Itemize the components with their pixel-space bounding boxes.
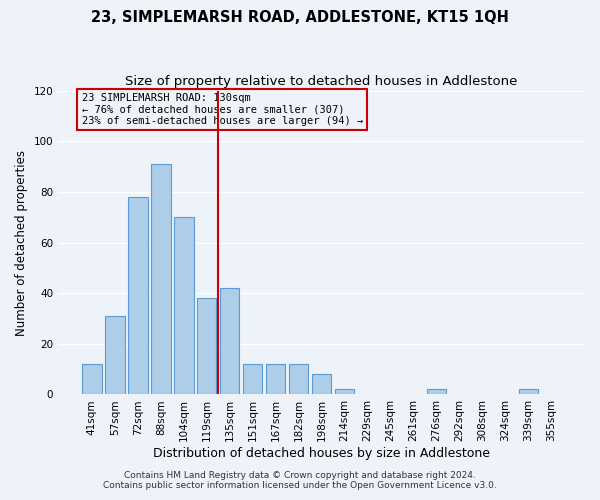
Bar xyxy=(243,364,262,394)
Bar xyxy=(220,288,239,395)
Bar xyxy=(151,164,170,394)
Text: Contains HM Land Registry data © Crown copyright and database right 2024.
Contai: Contains HM Land Registry data © Crown c… xyxy=(103,470,497,490)
X-axis label: Distribution of detached houses by size in Addlestone: Distribution of detached houses by size … xyxy=(153,447,490,460)
Bar xyxy=(82,364,101,394)
Text: 23, SIMPLEMARSH ROAD, ADDLESTONE, KT15 1QH: 23, SIMPLEMARSH ROAD, ADDLESTONE, KT15 1… xyxy=(91,10,509,25)
Y-axis label: Number of detached properties: Number of detached properties xyxy=(15,150,28,336)
Bar xyxy=(174,217,194,394)
Text: 23 SIMPLEMARSH ROAD: 130sqm
← 76% of detached houses are smaller (307)
23% of se: 23 SIMPLEMARSH ROAD: 130sqm ← 76% of det… xyxy=(82,93,363,126)
Bar xyxy=(312,374,331,394)
Bar xyxy=(289,364,308,394)
Title: Size of property relative to detached houses in Addlestone: Size of property relative to detached ho… xyxy=(125,75,518,88)
Bar xyxy=(335,390,355,394)
Bar xyxy=(128,197,148,394)
Bar xyxy=(197,298,217,394)
Bar xyxy=(427,390,446,394)
Bar xyxy=(266,364,286,394)
Bar xyxy=(105,316,125,394)
Bar xyxy=(518,390,538,394)
